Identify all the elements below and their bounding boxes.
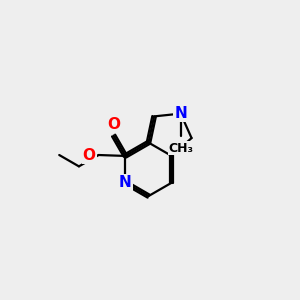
Text: CH₃: CH₃ [168,142,193,155]
Text: N: N [119,175,132,190]
Text: N: N [174,106,187,121]
Text: O: O [82,148,96,163]
Text: O: O [107,117,120,132]
